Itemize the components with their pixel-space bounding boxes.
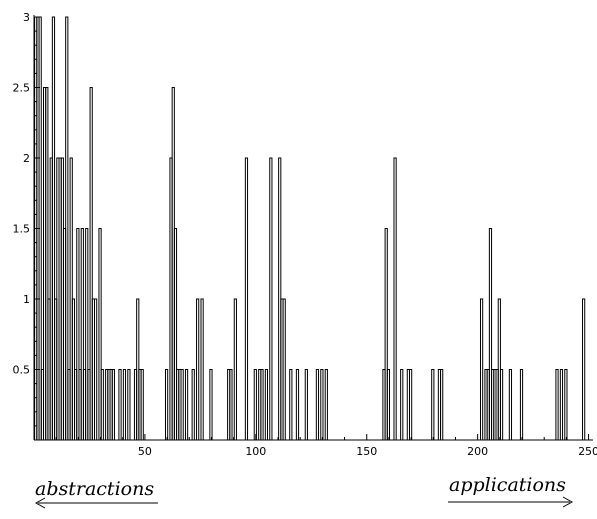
bars-layer	[34, 16, 586, 441]
bar	[564, 369, 568, 441]
x-tick-label: 150	[356, 445, 377, 458]
bar	[409, 369, 413, 441]
bar	[122, 369, 127, 441]
labels-layer: 50 100 150 200 250 0.5 1 1.5 2 2.5 3	[13, 11, 597, 458]
bar	[260, 369, 264, 441]
bar	[191, 369, 195, 441]
bar	[100, 369, 104, 441]
bar	[289, 369, 293, 441]
arrows-layer	[34, 496, 574, 509]
x-tick-label: 50	[138, 445, 152, 458]
bar	[200, 298, 204, 441]
bar	[164, 369, 169, 441]
bar	[393, 157, 397, 441]
bar	[499, 369, 504, 441]
x-tick-label: 200	[467, 445, 488, 458]
bar	[209, 369, 213, 441]
bar	[111, 369, 115, 441]
bar	[320, 369, 324, 441]
applications-arrow-head	[562, 496, 574, 508]
axes-layer	[33, 15, 593, 441]
bar	[431, 369, 435, 441]
bar	[244, 157, 249, 441]
bar	[140, 369, 144, 441]
applications-annotation: applications	[449, 474, 566, 496]
bar	[508, 369, 513, 441]
bar	[440, 369, 444, 441]
x-tick-label: 250	[578, 445, 597, 458]
bar	[229, 369, 233, 441]
y-tick-label: 0.5	[13, 364, 31, 377]
bar	[295, 369, 300, 441]
bar	[233, 298, 237, 441]
y-tick-label: 2	[23, 152, 30, 165]
y-tick-label: 3	[23, 11, 30, 24]
bar	[386, 369, 391, 441]
bar	[94, 298, 98, 441]
bar	[269, 157, 273, 441]
bar	[127, 369, 131, 441]
bar	[519, 369, 524, 441]
bar	[315, 369, 320, 441]
bar	[324, 369, 328, 441]
bar	[264, 369, 269, 441]
bar	[559, 369, 564, 441]
x-tick-label: 100	[245, 445, 266, 458]
y-tick-label: 1.5	[13, 223, 31, 236]
y-tick-label: 1	[23, 293, 30, 306]
bar	[479, 298, 484, 441]
abstractions-arrow-head	[34, 497, 46, 509]
y-tick-label: 2.5	[13, 82, 31, 95]
bar	[253, 369, 257, 441]
bar	[282, 298, 286, 441]
bar	[184, 369, 189, 441]
bar	[582, 298, 586, 441]
bar	[118, 369, 122, 441]
bar	[304, 369, 308, 441]
abstractions-annotation: abstractions	[35, 478, 155, 500]
bar	[180, 369, 184, 441]
bar	[555, 369, 559, 441]
bar	[196, 298, 200, 441]
bar	[400, 369, 404, 441]
